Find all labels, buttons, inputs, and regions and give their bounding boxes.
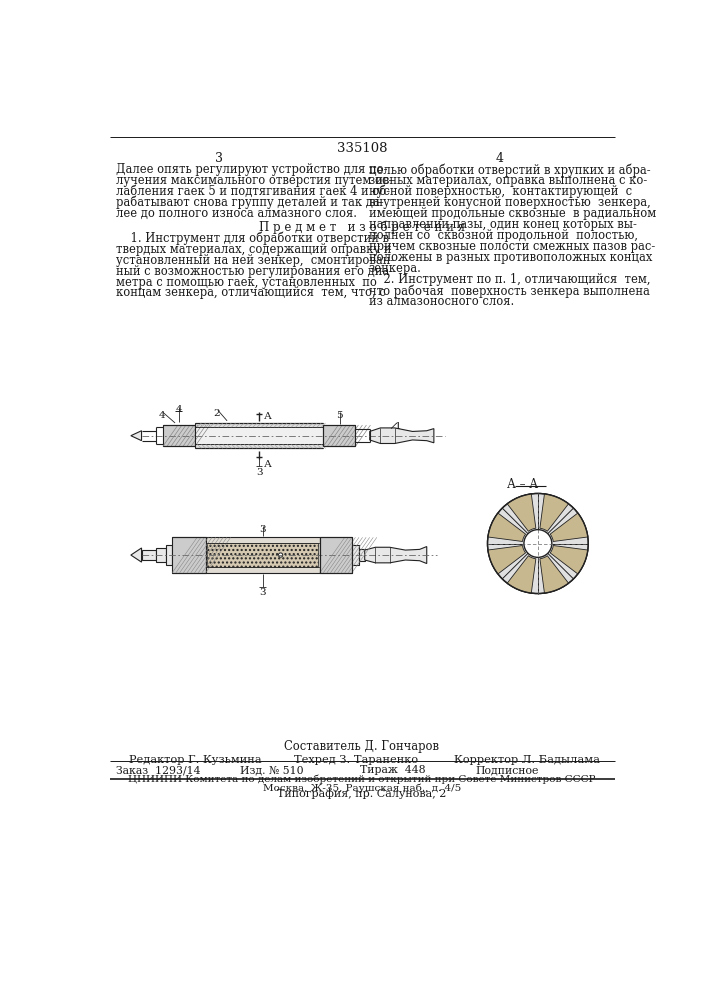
Text: ный с возможностью регулирования его диа-: ный с возможностью регулирования его диа… <box>115 265 392 278</box>
Text: 4: 4 <box>495 152 503 165</box>
Bar <box>156 548 166 562</box>
Text: внутренней конусной поверхностью  зенкера,: внутренней конусной поверхностью зенкера… <box>369 196 650 209</box>
Text: Подписное: Подписное <box>476 765 539 775</box>
Bar <box>163 425 195 446</box>
Text: Тираж  448: Тираж 448 <box>360 765 425 775</box>
Circle shape <box>279 553 283 557</box>
Text: зивных материалах, оправка выполнена с ко-: зивных материалах, оправка выполнена с к… <box>369 174 647 187</box>
Polygon shape <box>131 548 141 562</box>
Text: установленный на ней зенкер,  смонтирован-: установленный на ней зенкер, смонтирован… <box>115 254 394 267</box>
Text: 3: 3 <box>215 152 223 165</box>
Text: направлении пазы, один конец которых вы-: направлении пазы, один конец которых вы- <box>369 218 637 231</box>
Text: Редактор Г. Кузьмина: Редактор Г. Кузьмина <box>129 755 262 765</box>
Text: Заказ  1293/14: Заказ 1293/14 <box>115 765 200 775</box>
Wedge shape <box>550 513 588 541</box>
Text: лабления гаек 5 и подтягивания гаек 4 и об-: лабления гаек 5 и подтягивания гаек 4 и … <box>115 185 390 198</box>
Text: лее до полного износа алмазного слоя.: лее до полного износа алмазного слоя. <box>115 207 356 220</box>
Text: ЦНИИПИ Комитета по делам изобретений и открытий при Совете Министров СССР: ЦНИИПИ Комитета по делам изобретений и о… <box>128 774 596 784</box>
Text: 5: 5 <box>337 411 343 420</box>
Text: имеющей продольные сквозные  в радиальном: имеющей продольные сквозные в радиальном <box>369 207 656 220</box>
Text: причем сквозные полости смежных пазов рас-: причем сквозные полости смежных пазов ра… <box>369 240 655 253</box>
Text: 3: 3 <box>259 525 266 534</box>
Bar <box>206 537 320 573</box>
Wedge shape <box>540 494 568 531</box>
Text: что рабочая  поверхность зенкера выполнена: что рабочая поверхность зенкера выполнен… <box>369 284 650 298</box>
Text: целью обработки отверстий в хрупких и абра-: целью обработки отверстий в хрупких и аб… <box>369 163 650 177</box>
Text: Изд. № 510: Изд. № 510 <box>240 765 303 775</box>
Polygon shape <box>370 428 434 443</box>
Text: из алмазоносного слоя.: из алмазоносного слоя. <box>369 295 514 308</box>
Bar <box>359 549 365 561</box>
Bar <box>323 425 356 446</box>
Text: нусной поверхностью,  контактирующей  с: нусной поверхностью, контактирующей с <box>369 185 632 198</box>
Text: рабатывают снова группу деталей и так да-: рабатывают снова группу деталей и так да… <box>115 196 383 209</box>
Text: концам зенкера, отличающийся  тем, что, с: концам зенкера, отличающийся тем, что, с <box>115 286 385 299</box>
Text: 335108: 335108 <box>337 142 387 155</box>
Text: 1. Инструмент для обработки отверстий в: 1. Инструмент для обработки отверстий в <box>115 232 389 245</box>
Bar <box>195 423 323 448</box>
Text: А: А <box>264 460 271 469</box>
Bar <box>141 550 156 560</box>
Text: твердых материалах, содержащий оправку и: твердых материалах, содержащий оправку и <box>115 243 391 256</box>
Circle shape <box>524 530 552 557</box>
Text: лучения максимального отверстия путем ос-: лучения максимального отверстия путем ос… <box>115 174 392 187</box>
Text: зенкера.: зенкера. <box>369 262 422 275</box>
Polygon shape <box>365 547 427 564</box>
Bar <box>352 545 359 565</box>
Bar <box>207 543 318 567</box>
Text: 4: 4 <box>158 411 165 420</box>
Bar <box>166 545 173 565</box>
Text: 1: 1 <box>395 422 402 431</box>
Text: Типография, пр. Салунова, 2: Типография, пр. Салунова, 2 <box>277 788 447 799</box>
Text: Составитель Д. Гончаров: Составитель Д. Гончаров <box>284 740 440 753</box>
Text: полнен со  сквозной продольной  полостью,: полнен со сквозной продольной полостью, <box>369 229 638 242</box>
Wedge shape <box>550 546 588 574</box>
Text: П р е д м е т   и з о б р е т е н и я: П р е д м е т и з о б р е т е н и я <box>259 220 465 234</box>
Wedge shape <box>507 556 536 593</box>
Bar <box>195 427 323 444</box>
Text: Москва, Ж-35, Раушская наб., д. 4/5: Москва, Ж-35, Раушская наб., д. 4/5 <box>263 784 461 793</box>
Text: Техред З. Тараненко: Техред З. Тараненко <box>293 755 418 765</box>
Circle shape <box>488 493 588 594</box>
Text: 3: 3 <box>256 468 262 477</box>
Text: положены в разных противоположных концах: положены в разных противоположных концах <box>369 251 653 264</box>
Text: 2: 2 <box>213 409 220 418</box>
Polygon shape <box>131 431 141 441</box>
Text: 2. Инструмент по п. 1, отличающийся  тем,: 2. Инструмент по п. 1, отличающийся тем, <box>369 273 650 286</box>
Text: Далее опять регулируют устройство для по-: Далее опять регулируют устройство для по… <box>115 163 387 176</box>
Text: 4: 4 <box>175 405 182 414</box>
Text: А: А <box>264 412 271 421</box>
Text: Корректор Л. Бадылама: Корректор Л. Бадылама <box>454 755 600 765</box>
Wedge shape <box>488 546 525 574</box>
Wedge shape <box>488 513 525 541</box>
Bar <box>173 537 206 573</box>
Bar <box>320 537 352 573</box>
Text: 3: 3 <box>259 588 266 597</box>
Wedge shape <box>507 494 536 531</box>
Wedge shape <box>540 556 568 593</box>
Text: А – А: А – А <box>507 478 538 491</box>
Text: метра с помощью гаек, установленных  по: метра с помощью гаек, установленных по <box>115 276 376 289</box>
